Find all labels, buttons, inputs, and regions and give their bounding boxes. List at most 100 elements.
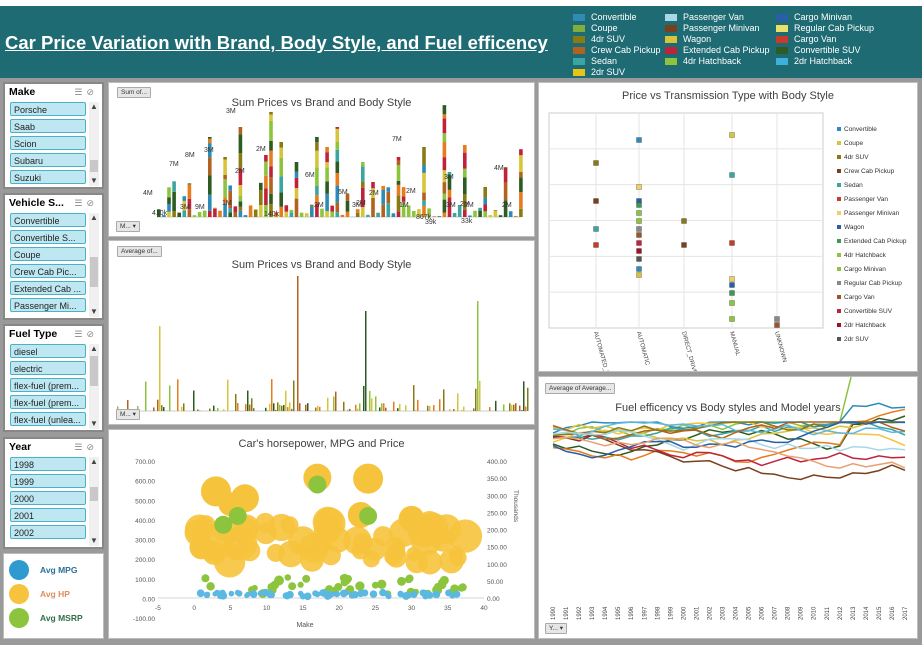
msrp-bubble xyxy=(214,515,233,534)
chart1-bar-segment xyxy=(340,214,345,217)
scroll-up-icon[interactable]: ▲ xyxy=(90,344,98,353)
scroll-up-icon[interactable]: ▲ xyxy=(90,213,98,222)
slicer-item[interactable]: Convertible S... xyxy=(10,230,86,244)
chart1-bar-segment xyxy=(294,188,299,199)
chart-price-vs-transmission[interactable]: Price vs Transmission Type with Body Sty… xyxy=(538,82,918,372)
average-of-average-field-button[interactable]: Average of Average... xyxy=(545,383,616,394)
scatter-point xyxy=(729,316,735,322)
sum-of-field-button[interactable]: Sum of... xyxy=(117,87,152,98)
slicer-filter-icons[interactable]: ☰⊘ xyxy=(74,329,98,339)
slicer-item[interactable]: 2002 xyxy=(10,525,86,539)
dropdown-arrow-icon[interactable]: ▾ xyxy=(559,625,563,632)
slicer-item[interactable]: flex-fuel (prem... xyxy=(10,378,86,392)
slicer-item[interactable]: Passenger Mi... xyxy=(10,298,86,312)
dropdown-arrow-icon[interactable]: ▾ xyxy=(132,223,136,230)
scroll-down-icon[interactable]: ▼ xyxy=(90,307,98,316)
chart1-bar-segment xyxy=(269,204,273,217)
slicer-item[interactable]: Convertible xyxy=(10,213,86,227)
year-tick-label: 2007 xyxy=(773,606,779,620)
chart1-bar-segment xyxy=(187,209,192,217)
chart3-x-label: Make xyxy=(296,622,313,629)
chart-fuel-efficiency[interactable]: Average of Average... Fuel efficency vs … xyxy=(538,376,918,639)
slicer-item[interactable]: flex-fuel (prem... xyxy=(10,395,86,409)
slicer-filter-icons[interactable]: ☰⊘ xyxy=(74,87,98,97)
chart2-bar xyxy=(291,408,293,411)
slicer-scrollbar[interactable]: ▲ ▼ xyxy=(89,457,99,546)
chart2-bar xyxy=(213,405,215,411)
slicer-vehicle-title: Vehicle S... xyxy=(9,197,64,209)
slicer-item[interactable]: Coupe xyxy=(10,247,86,261)
slicer-item[interactable]: 2000 xyxy=(10,491,86,505)
chart-sum-prices-1[interactable]: Sum of... Sum Prices vs Brand and Body S… xyxy=(108,82,535,237)
slicer-item[interactable]: Porsche xyxy=(10,102,86,116)
legend-swatch xyxy=(665,36,677,43)
slicer-item[interactable]: electric xyxy=(10,361,86,375)
slicer-filter-icons[interactable]: ☰⊘ xyxy=(74,198,98,208)
chart1-bar-segment xyxy=(457,205,462,217)
slicer-item[interactable]: Scion xyxy=(10,136,86,150)
legend-marker xyxy=(837,295,841,299)
chart1-bar-segment xyxy=(208,157,212,176)
scroll-thumb[interactable] xyxy=(90,487,98,501)
slicer-item[interactable]: Subaru xyxy=(10,153,86,167)
slicer-item[interactable]: Saab xyxy=(10,119,86,133)
chart1-bar-segment xyxy=(463,145,467,153)
scatter-point xyxy=(636,248,642,254)
year-tick-label: 1991 xyxy=(564,606,570,620)
slicer-scrollbar[interactable]: ▲ ▼ xyxy=(89,102,99,186)
chart1-bar-segment xyxy=(167,204,171,212)
slicer-item[interactable]: 1999 xyxy=(10,474,86,488)
chart4-legend-label: Convertible SUV xyxy=(844,308,893,315)
slicer-item[interactable]: Crew Cab Pic... xyxy=(10,264,86,278)
chart1-bar-segment xyxy=(483,187,487,198)
slicer-fuel-title: Fuel Type xyxy=(9,328,58,340)
slicer-item[interactable]: flex-fuel (unlea... xyxy=(10,412,86,426)
scroll-down-icon[interactable]: ▼ xyxy=(90,419,98,428)
slicer-year[interactable]: Year ☰⊘ 1998 1999 2000 2001 2002 ▲ ▼ xyxy=(3,437,104,549)
scroll-up-icon[interactable]: ▲ xyxy=(90,457,98,466)
chart1-bar-segment xyxy=(304,213,309,217)
make-axis-field-button[interactable]: M... ▾ xyxy=(116,221,140,232)
slicer-item[interactable]: diesel xyxy=(10,344,86,358)
slicer-scrollbar[interactable]: ▲ ▼ xyxy=(89,344,99,429)
chart2-bar xyxy=(273,403,275,411)
slicer-filter-icons[interactable]: ☰⊘ xyxy=(74,442,98,452)
chart2-bar xyxy=(183,403,185,411)
year-field-label: Y... xyxy=(549,625,558,632)
slicer-item[interactable]: Extended Cab ... xyxy=(10,281,86,295)
chart1-bar-segment xyxy=(213,207,217,209)
average-of-field-button[interactable]: Average of... xyxy=(117,246,162,257)
slicer-item[interactable]: 2001 xyxy=(10,508,86,522)
slicer-vehicle-style[interactable]: Vehicle S... ☰⊘ Convertible Convertible S… xyxy=(3,193,104,320)
chart-horsepower-mpg-price[interactable]: Car's horsepower, MPG and Price 700.00 60… xyxy=(108,429,535,639)
chart4-legend-label: Convertible xyxy=(844,126,877,133)
mpg-bubble xyxy=(266,590,275,599)
y-left-tick: 0.00 xyxy=(142,596,155,603)
chart1-bar-segment xyxy=(335,127,340,129)
chart-sum-prices-2[interactable]: Average of... Sum Prices vs Brand and Bo… xyxy=(108,240,535,425)
slicer-make[interactable]: Make ☰⊘ Porsche Saab Scion Subaru Suzuki ▲ ▼ xyxy=(3,82,104,189)
make-axis-field-button[interactable]: M... ▾ xyxy=(116,409,140,420)
year-axis-field-button[interactable]: Y... ▾ xyxy=(545,623,567,634)
legend-bubble-icon xyxy=(9,584,29,604)
chart1-bar-segment xyxy=(325,162,329,168)
msrp-bubble xyxy=(206,582,215,591)
slicer-fuel-type[interactable]: Fuel Type ☰⊘ diesel electric flex-fuel (pr… xyxy=(3,324,104,432)
legend-bubble-icon xyxy=(9,608,29,628)
scroll-up-icon[interactable]: ▲ xyxy=(90,102,98,111)
scroll-thumb[interactable] xyxy=(90,160,98,172)
chart2-bar xyxy=(417,399,419,411)
dropdown-arrow-icon[interactable]: ▾ xyxy=(132,411,136,418)
scroll-thumb[interactable] xyxy=(90,257,98,287)
chart1-bar-segment xyxy=(345,200,350,212)
chart1-bar-segment xyxy=(335,161,340,173)
y-right-tick: 400.00 xyxy=(487,459,507,466)
slicer-item[interactable]: 1998 xyxy=(10,457,86,471)
chart1-bar-segment xyxy=(208,175,212,195)
slicer-scrollbar[interactable]: ▲ ▼ xyxy=(89,213,99,317)
hp-bubble xyxy=(300,548,324,572)
scroll-down-icon[interactable]: ▼ xyxy=(90,176,98,185)
scroll-thumb[interactable] xyxy=(90,356,98,386)
scroll-down-icon[interactable]: ▼ xyxy=(90,536,98,545)
slicer-item[interactable]: Suzuki xyxy=(10,170,86,184)
